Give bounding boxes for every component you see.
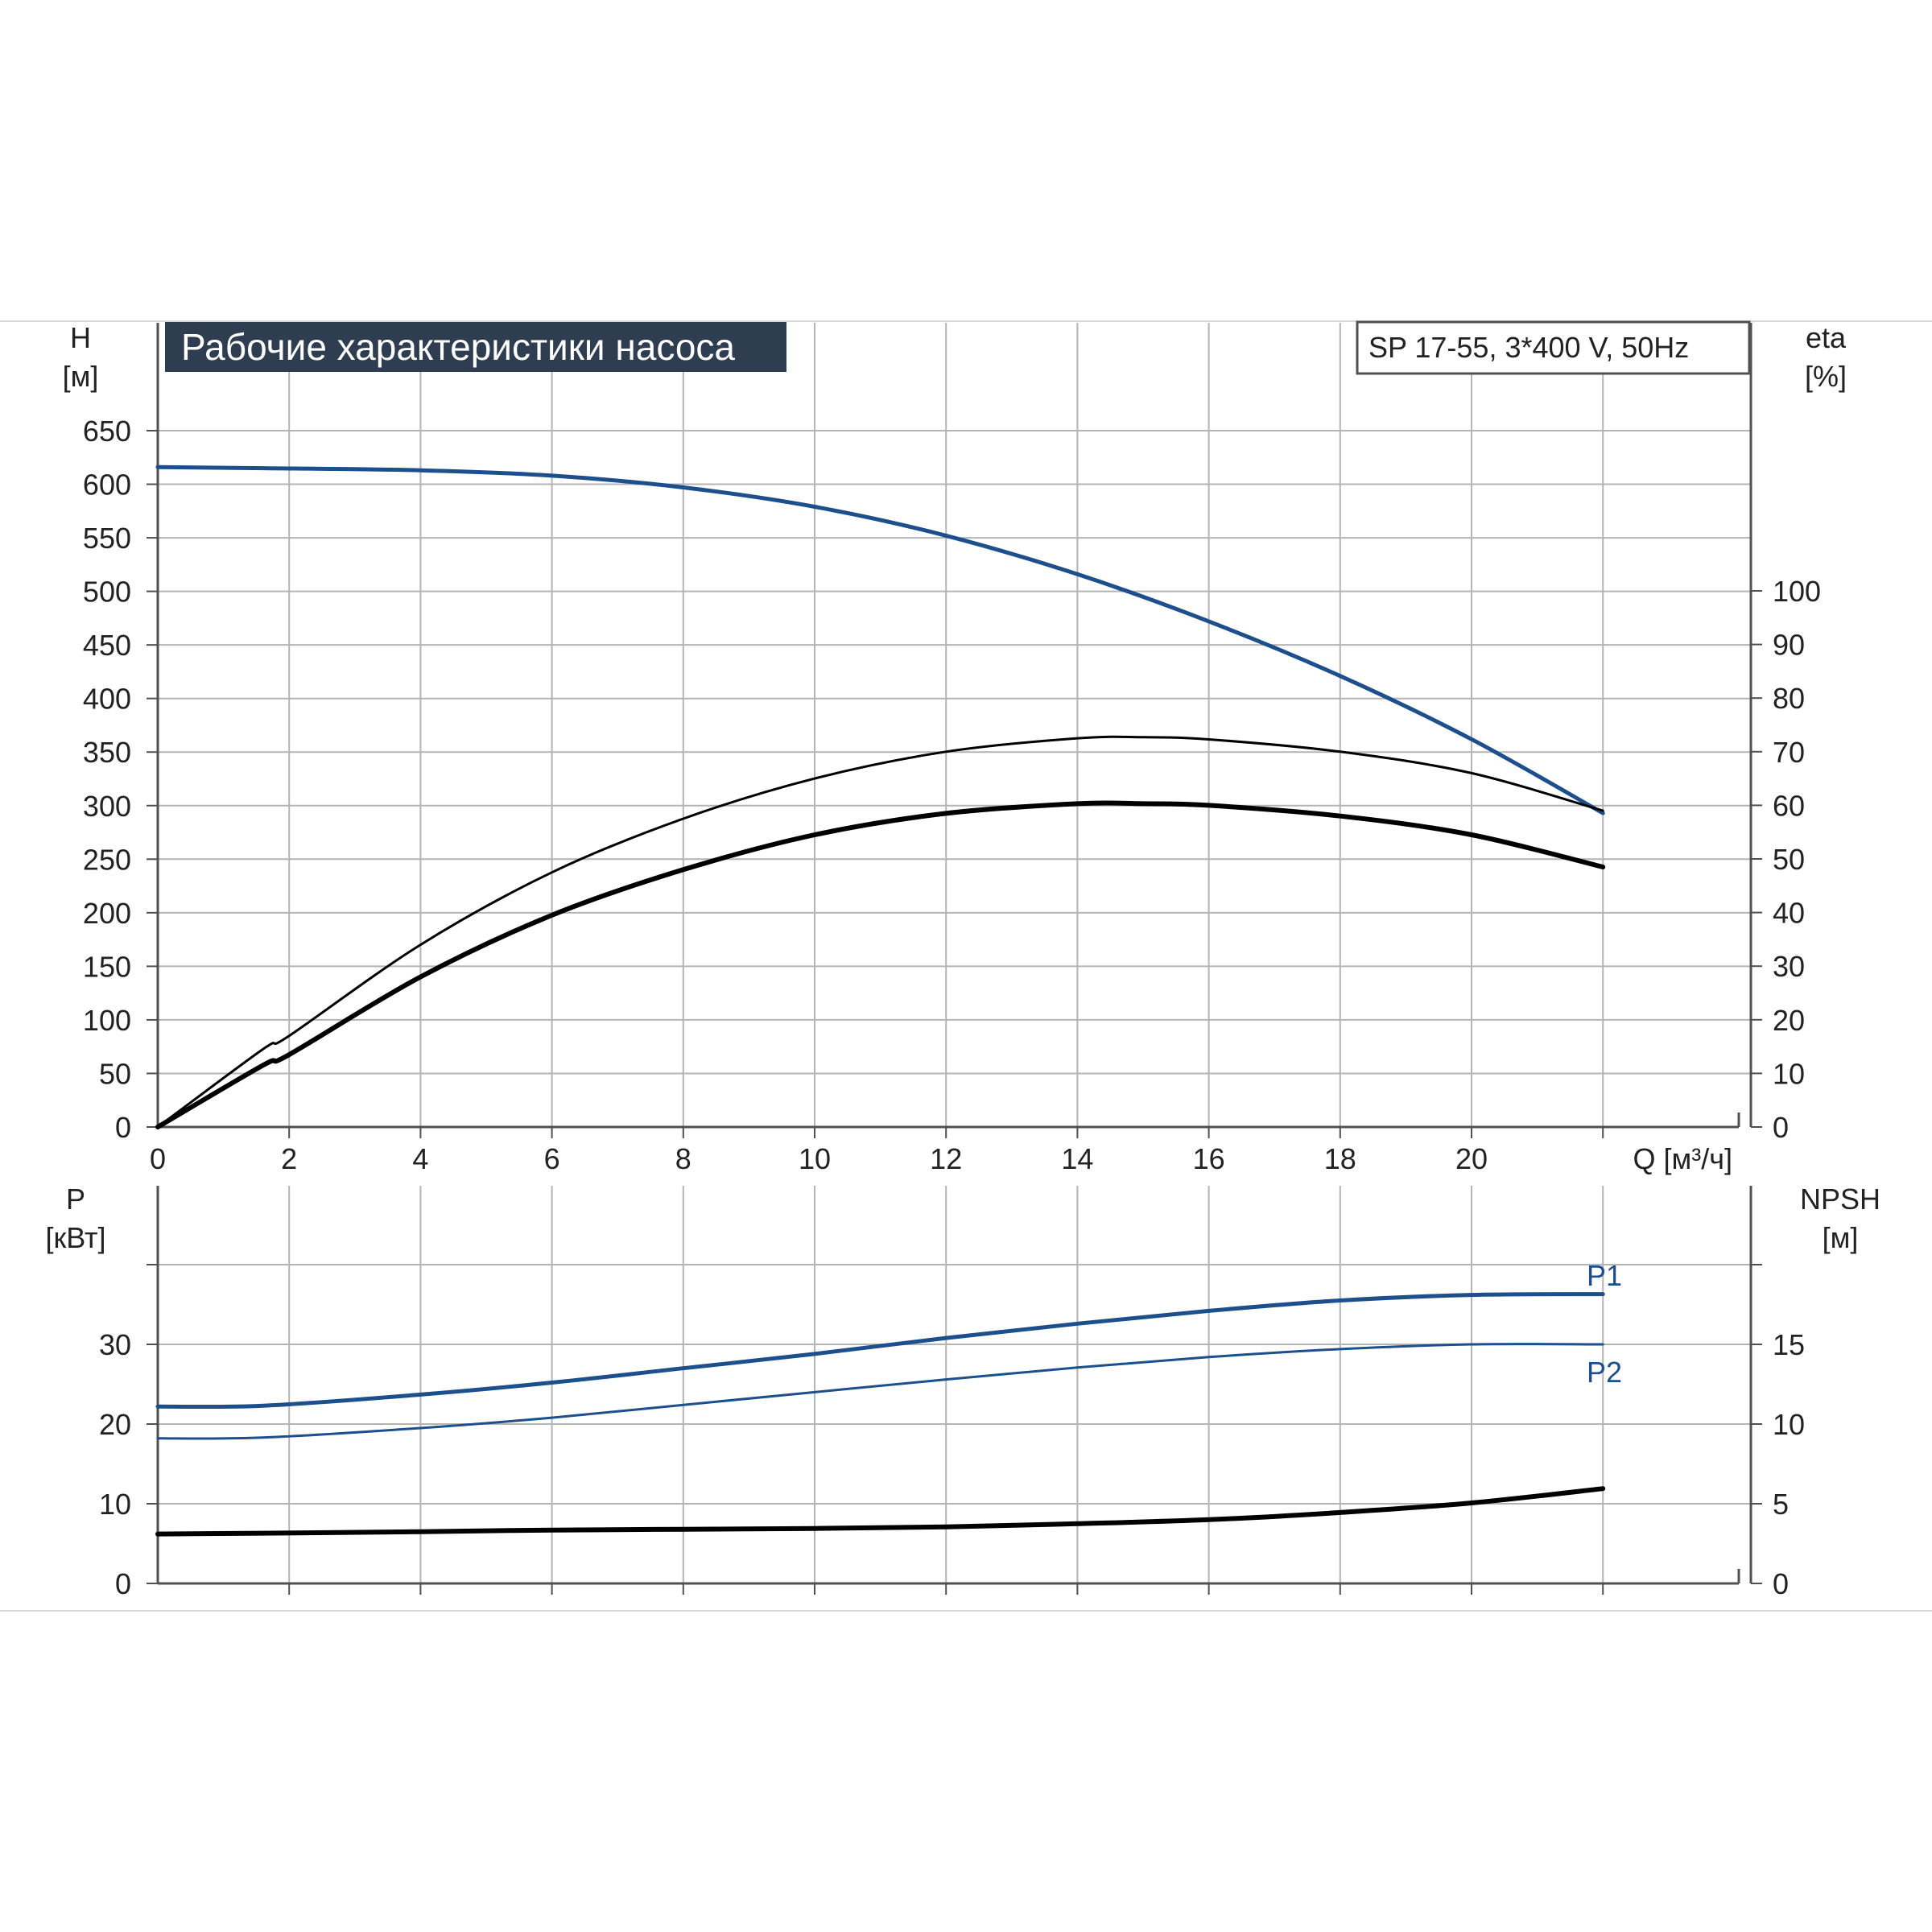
p2-power-curve — [156, 1343, 1604, 1440]
q-tick-label: 10 — [799, 1142, 831, 1175]
h-tick-label: 550 — [83, 522, 131, 555]
eta-tick-label: 80 — [1773, 682, 1805, 715]
h-tick-label: 0 — [115, 1111, 131, 1144]
npsh-axis-title: NPSH — [1800, 1183, 1880, 1216]
q-tick-label: 0 — [150, 1142, 166, 1175]
eta-tick-label: 10 — [1773, 1057, 1805, 1090]
eta-tick-label: 50 — [1773, 843, 1805, 876]
bottom-tick-labels: 0 10 20 30 0 5 10 15 — [99, 1264, 1805, 1600]
eta-tick-label: 40 — [1773, 897, 1805, 930]
eta-tick-label: 20 — [1773, 1004, 1805, 1037]
model-label: SP 17-55, 3*400 V, 50Hz — [1368, 331, 1689, 364]
bottom-grid — [156, 1186, 1752, 1595]
top-grid — [156, 323, 1752, 1138]
npsh-tick-label: 0 — [1773, 1567, 1789, 1600]
p-tick-label: 10 — [99, 1488, 131, 1521]
eta-tick-label: 100 — [1773, 575, 1821, 608]
npsh-tick-label: 10 — [1773, 1408, 1805, 1441]
eta-axis-unit: [%] — [1805, 360, 1847, 393]
q-tick-label: 12 — [930, 1142, 962, 1175]
efficiency-eta-curve — [156, 735, 1604, 1129]
eta-tick-label: 70 — [1773, 736, 1805, 769]
npsh-curve — [155, 1486, 1606, 1537]
h-tick-label: 250 — [83, 843, 131, 876]
q-tick-label: 6 — [544, 1142, 560, 1175]
h-axis-title: H — [70, 321, 91, 354]
q-tick-label: 16 — [1193, 1142, 1225, 1175]
eta-tick-label: 60 — [1773, 789, 1805, 822]
h-tick-label: 650 — [83, 415, 131, 448]
model-box — [1356, 320, 1751, 375]
curves — [155, 464, 1606, 1537]
npsh-tick-label: 5 — [1773, 1488, 1789, 1521]
h-tick-label: 500 — [83, 576, 131, 609]
q-tick-label: 4 — [412, 1142, 428, 1175]
q-tick-label: 2 — [281, 1142, 297, 1175]
p-tick-label: 20 — [99, 1408, 131, 1441]
q-tick-label: 14 — [1061, 1142, 1093, 1175]
h-tick-label: 600 — [83, 469, 131, 502]
h-tick-label: 400 — [83, 683, 131, 716]
h-tick-label: 350 — [83, 736, 131, 769]
q-axis-title: Q [м³/ч] — [1633, 1142, 1732, 1175]
p-axis-title: P — [66, 1183, 85, 1216]
p1-label: P1 — [1587, 1259, 1622, 1292]
h-tick-label: 200 — [83, 897, 131, 930]
npsh-axis-unit: [м] — [1823, 1221, 1859, 1254]
p-axis-unit: [кВт] — [45, 1221, 105, 1254]
p-tick-label: 0 — [115, 1567, 131, 1600]
h-tick-label: 100 — [83, 1004, 131, 1037]
h-axis-unit: [м] — [63, 360, 99, 393]
q-tick-label: 18 — [1324, 1142, 1356, 1175]
q-tick-label: 8 — [675, 1142, 691, 1175]
top-tick-labels: 0501001502002503003504004505005506006500… — [83, 415, 1821, 1175]
h-tick-label: 150 — [83, 950, 131, 983]
chart-title: Рабочие характеристики насоса — [181, 326, 735, 368]
h-tick-label: 450 — [83, 629, 131, 662]
p1-power-curve — [155, 1292, 1605, 1410]
q-tick-label: 20 — [1455, 1142, 1488, 1175]
title-box — [165, 322, 786, 372]
efficiency-total-curve — [155, 800, 1606, 1129]
eta-axis-title: eta — [1806, 321, 1847, 354]
p-tick-label: 30 — [99, 1328, 131, 1361]
eta-tick-label: 0 — [1773, 1111, 1789, 1144]
h-tick-label: 50 — [99, 1057, 131, 1090]
head-curve — [155, 464, 1605, 815]
eta-tick-label: 90 — [1773, 629, 1805, 662]
npsh-tick-label: 15 — [1773, 1328, 1805, 1361]
h-tick-label: 300 — [83, 790, 131, 823]
eta-tick-label: 30 — [1773, 950, 1805, 983]
p2-label: P2 — [1587, 1356, 1622, 1389]
